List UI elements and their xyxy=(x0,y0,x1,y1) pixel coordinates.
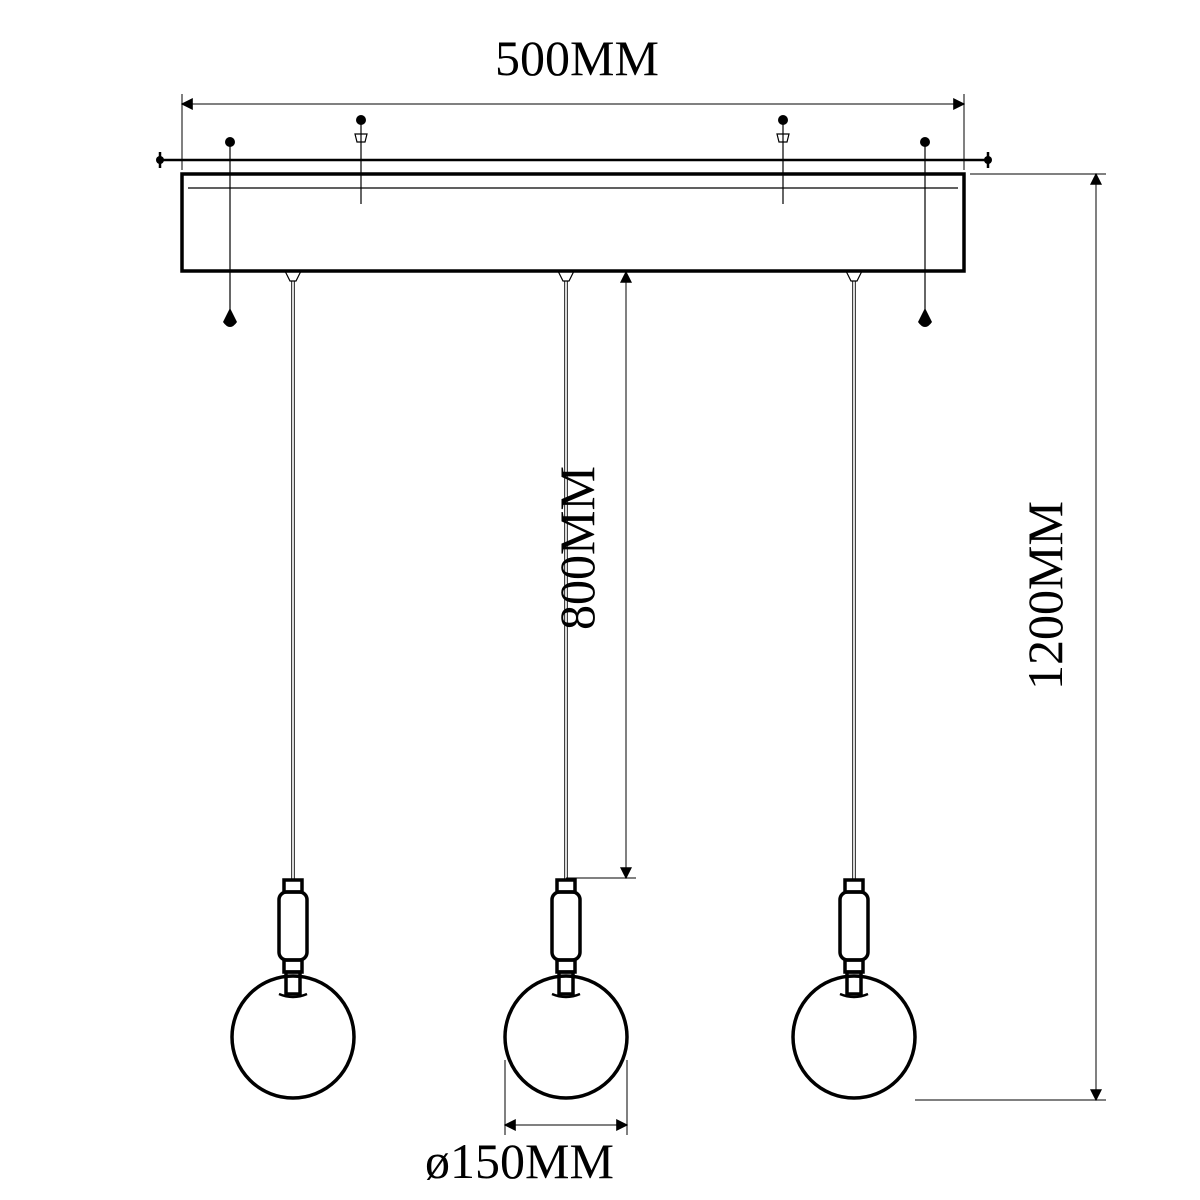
dim-width-top: 500MM xyxy=(495,30,659,86)
dim-height-right: 1200MM xyxy=(1017,501,1073,690)
pendant-lamp-technical-drawing: 500MM 1200MM 800MM ø150MM xyxy=(0,0,1200,1200)
dim-ball-diameter: ø150MM xyxy=(425,1133,614,1189)
dim-cord-length: 800MM xyxy=(549,466,605,630)
